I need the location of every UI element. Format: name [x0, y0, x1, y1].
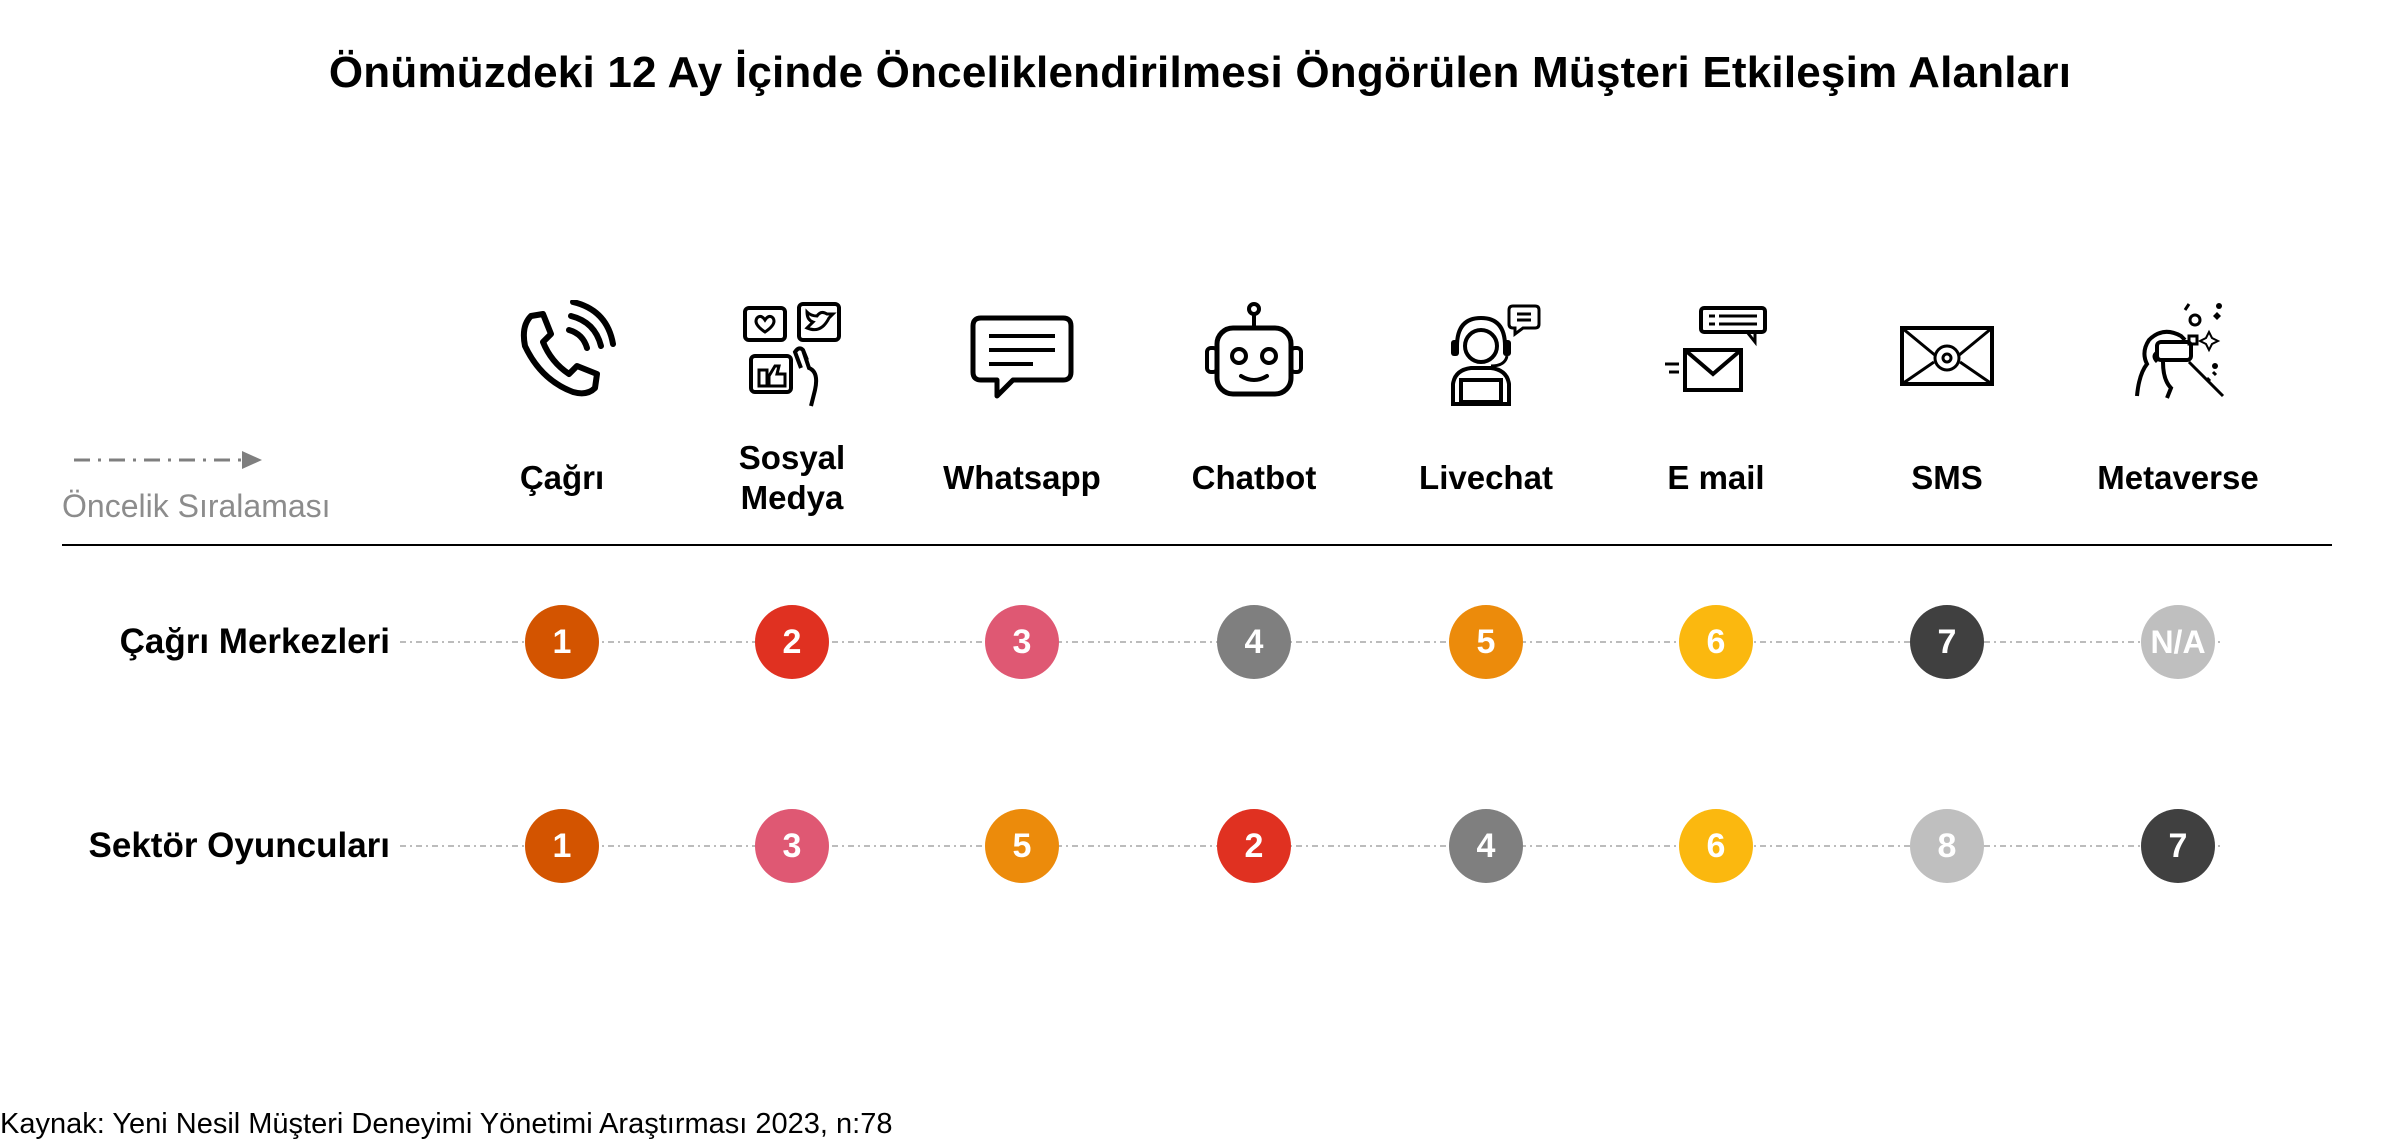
rank-marker: 4 [1449, 809, 1523, 883]
rank-marker: 6 [1679, 605, 1753, 679]
phone-icon [507, 299, 617, 410]
rank-marker: 1 [525, 809, 599, 883]
headset-agent-icon [1431, 300, 1541, 410]
priority-arrow-icon [74, 451, 262, 469]
robot-icon [1199, 300, 1309, 410]
envelope-icon [1661, 300, 1771, 410]
rank-marker: 8 [1910, 809, 1984, 883]
legend-text: Öncelik Sıralaması [62, 488, 331, 524]
channel-label: Sosyal Medya [738, 439, 846, 516]
at-envelope-icon [1892, 300, 2002, 410]
channel-label: Whatsapp [943, 459, 1101, 496]
channel-label: SMS [1911, 459, 1983, 496]
rank-marker: 2 [1217, 809, 1291, 883]
source-note: Kaynak: Yeni Nesil Müşteri Deneyimi Yöne… [0, 1108, 893, 1140]
channel-label: E mail [1667, 459, 1765, 496]
rank-marker: 5 [985, 809, 1059, 883]
rank-marker: 5 [1449, 605, 1523, 679]
row-label: Çağrı Merkezleri [119, 622, 390, 661]
rank-marker: 7 [2141, 809, 2215, 883]
rank-marker: N/A [2141, 605, 2215, 679]
channel-label: Metaverse [2097, 459, 2259, 496]
rank-marker: 6 [1679, 809, 1753, 883]
rank-marker: 7 [1910, 605, 1984, 679]
rank-marker: 4 [1217, 605, 1291, 679]
channel-label: Chatbot [1191, 459, 1317, 496]
chart-title: Önümüzdeki 12 Ay İçinde Önceliklendirilm… [328, 48, 2072, 97]
rank-marker: 2 [755, 605, 829, 679]
rank-marker: 3 [985, 605, 1059, 679]
row-label: Sektör Oyuncuları [88, 826, 390, 865]
rank-marker: 1 [525, 605, 599, 679]
channel-label: Çağrı [519, 459, 605, 496]
header-divider [62, 544, 2332, 546]
channel-label: Livechat [1419, 459, 1553, 496]
social-media-icon [737, 300, 847, 410]
rank-marker: 3 [755, 809, 829, 883]
vr-headset-icon [2123, 300, 2233, 410]
chat-bubble-icon [967, 300, 1077, 410]
